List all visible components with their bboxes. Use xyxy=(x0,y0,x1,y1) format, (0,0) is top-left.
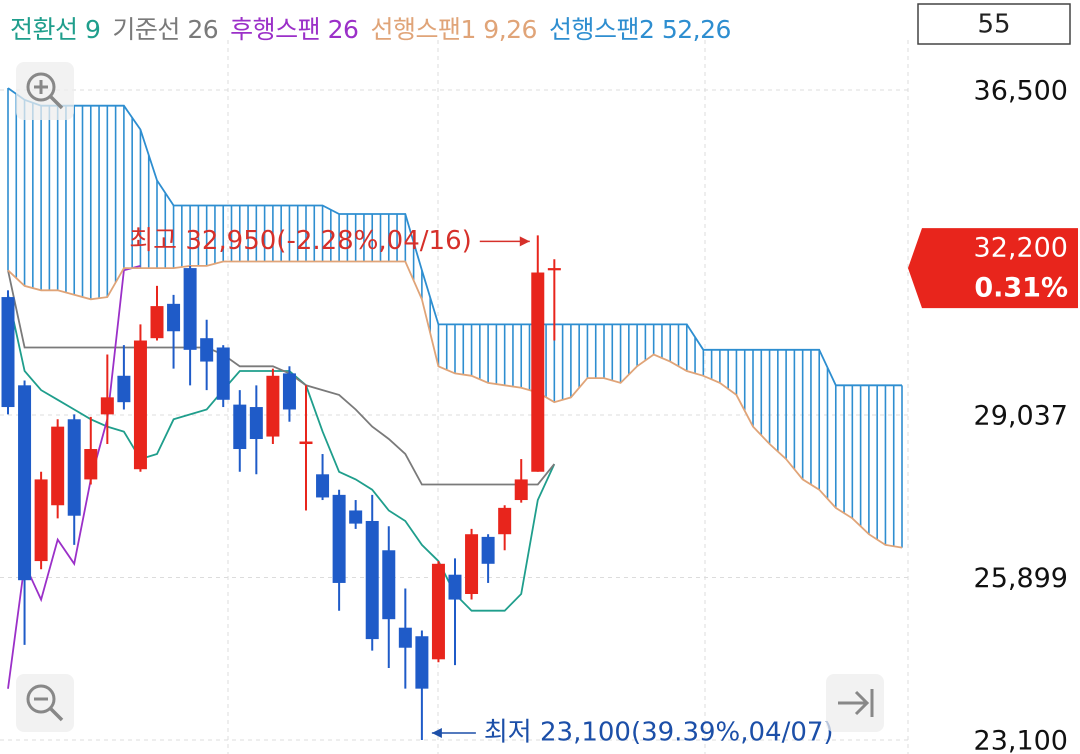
candle-body xyxy=(150,306,164,339)
vertical-grid xyxy=(227,40,909,754)
candle-body xyxy=(200,338,214,362)
candle-body xyxy=(299,441,313,445)
legend-name: 후행스팬 xyxy=(230,15,321,44)
candle-body xyxy=(382,550,396,620)
legend-item[interactable]: 후행스팬 26 xyxy=(230,15,359,44)
legend-item[interactable]: 기준선 26 xyxy=(112,15,218,44)
candle-body xyxy=(332,494,346,583)
y-tick-label: 29,037 xyxy=(974,401,1068,432)
candle-body xyxy=(481,536,495,564)
candle-body xyxy=(1,297,15,408)
candle-body xyxy=(18,385,32,581)
candle-body xyxy=(398,627,412,648)
candle-body xyxy=(365,520,379,640)
legend-item[interactable]: 선행스팬1 9,26 xyxy=(370,15,537,44)
candle-body xyxy=(117,375,131,403)
candle-body xyxy=(547,268,561,271)
current-price: 32,200 xyxy=(974,233,1068,264)
candle-body xyxy=(531,272,545,472)
indicator-line xyxy=(7,260,903,549)
candle-body xyxy=(431,563,445,660)
candle-body xyxy=(498,507,512,535)
candle-body xyxy=(349,510,363,524)
indicator-line xyxy=(7,294,556,612)
legend-name: 기준선 xyxy=(112,15,180,44)
candle-body xyxy=(465,534,479,594)
candle-body xyxy=(133,340,147,470)
indicator-line xyxy=(7,87,902,387)
candle-body xyxy=(415,636,429,689)
candle-body xyxy=(514,479,528,501)
legend-name: 선행스팬1 xyxy=(370,15,476,44)
legend-item[interactable]: 전환선 9 xyxy=(10,15,101,44)
indicator-line xyxy=(7,270,555,486)
candle-body xyxy=(249,407,263,440)
legend-params: 9,26 xyxy=(483,15,537,44)
legend-params: 9 xyxy=(84,15,101,44)
scroll-latest-button[interactable] xyxy=(826,674,884,732)
change-pct: 0.31% xyxy=(974,273,1068,304)
legend-params: 26 xyxy=(327,15,359,44)
candle-body xyxy=(282,373,296,410)
annotation-arrowhead xyxy=(519,236,530,247)
legend-name: 전환선 xyxy=(10,15,78,44)
annotation-text: 최고 32,950(-2.28%,04/16) xyxy=(129,226,472,256)
zoom-in-button[interactable] xyxy=(16,62,74,120)
legend-params: 26 xyxy=(187,15,219,44)
candle-body xyxy=(233,404,247,450)
candle-body xyxy=(51,426,65,506)
period-count[interactable]: 55 xyxy=(977,10,1010,40)
period-box[interactable] xyxy=(917,3,1071,45)
candle-body xyxy=(448,574,462,600)
legend-params: 52,26 xyxy=(661,15,732,44)
annotation-arrowhead xyxy=(431,728,442,738)
annotation-text: 최저 23,100(39.39%,04/07) xyxy=(484,718,834,748)
candle-body xyxy=(316,474,330,498)
y-tick-label: 36,500 xyxy=(974,76,1068,107)
legend: 전환선 9 기준선 26 후행스팬 26 선행스팬1 9,26 선행스팬2 52,26 xyxy=(10,10,743,46)
y-tick-label: 23,100 xyxy=(974,726,1068,754)
candle-body xyxy=(183,268,197,350)
price-tag xyxy=(908,228,1078,309)
candle-body xyxy=(216,347,230,400)
candle-body xyxy=(100,397,114,415)
candle-body xyxy=(84,449,98,480)
candle-body xyxy=(167,303,181,332)
candle-body xyxy=(34,479,48,562)
legend-item[interactable]: 선행스팬2 52,26 xyxy=(549,15,731,44)
y-tick-label: 25,899 xyxy=(974,563,1068,594)
legend-name: 선행스팬2 xyxy=(548,15,655,44)
candle-body xyxy=(67,419,81,516)
zoom-out-button[interactable] xyxy=(16,674,74,732)
candle-body xyxy=(266,375,280,437)
